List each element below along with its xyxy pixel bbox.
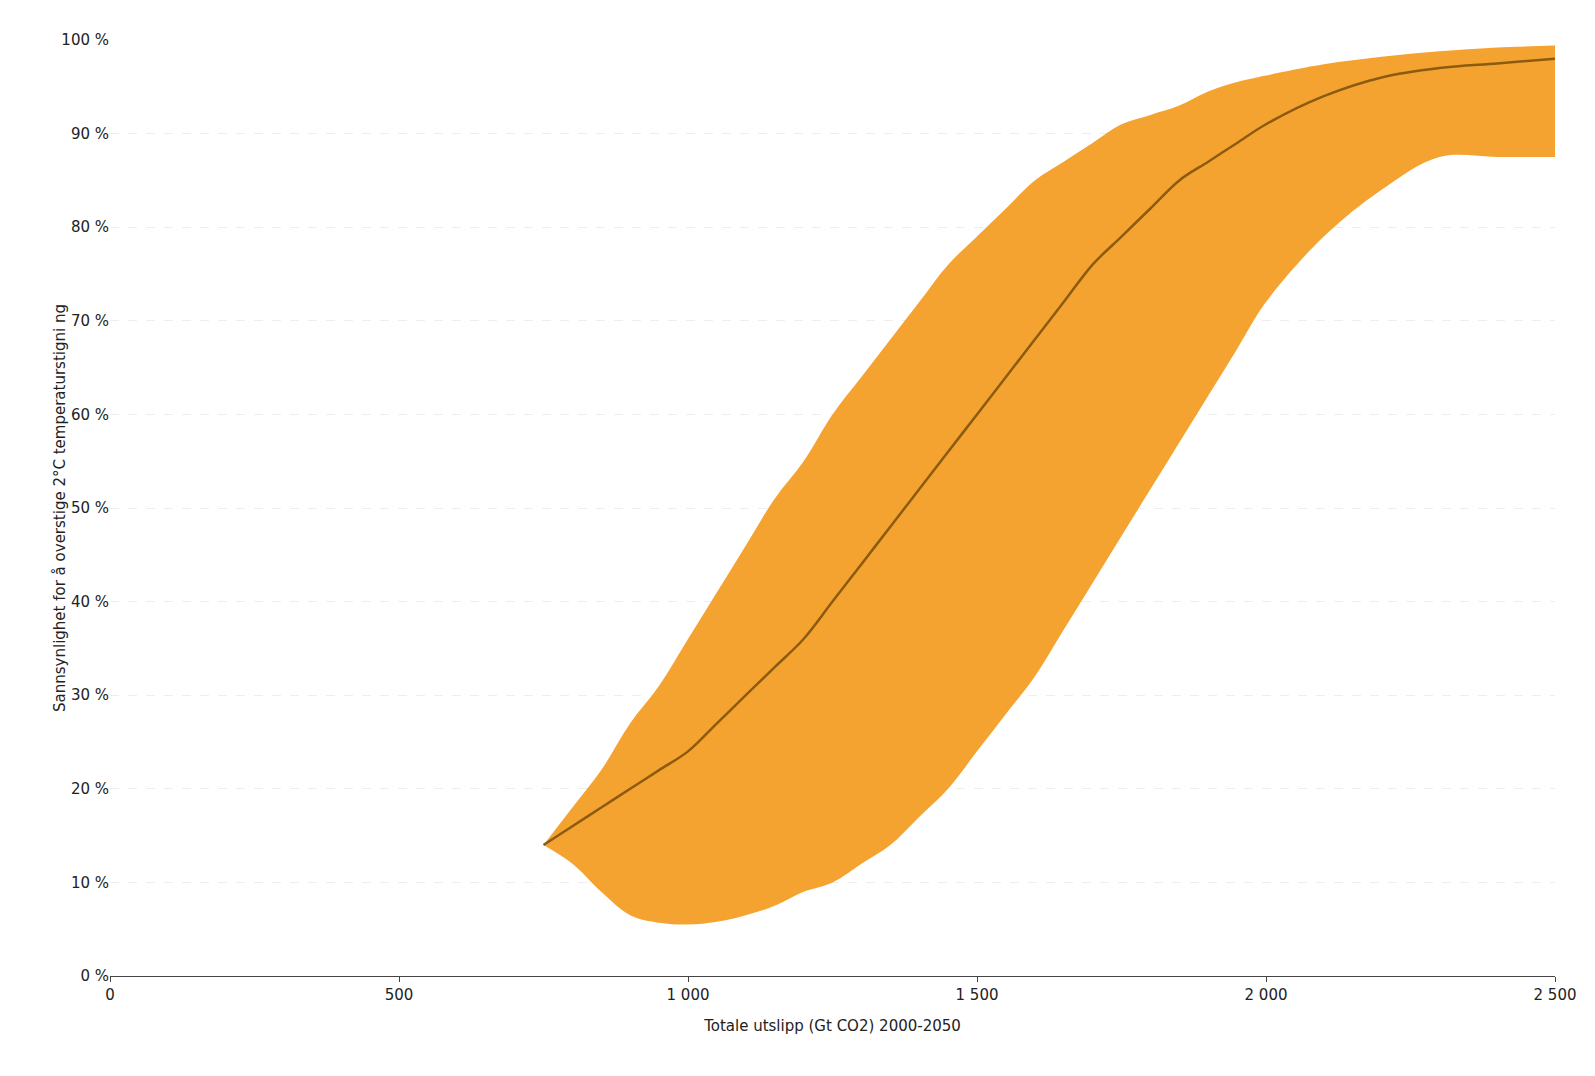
svg-text:10 %: 10 % — [71, 874, 109, 892]
svg-text:500: 500 — [385, 986, 414, 1004]
svg-text:0: 0 — [105, 986, 115, 1004]
svg-text:100 %: 100 % — [61, 31, 109, 49]
svg-text:70 %: 70 % — [71, 312, 109, 330]
svg-text:60 %: 60 % — [71, 406, 109, 424]
svg-text:2 000: 2 000 — [1245, 986, 1288, 1004]
svg-text:90 %: 90 % — [71, 125, 109, 143]
svg-text:40 %: 40 % — [71, 593, 109, 611]
svg-text:80 %: 80 % — [71, 218, 109, 236]
svg-text:Sannsynlighet for å overstige: Sannsynlighet for å overstige 2°C temper… — [51, 304, 69, 712]
svg-text:1 500: 1 500 — [956, 986, 999, 1004]
svg-text:0 %: 0 % — [80, 967, 109, 985]
svg-text:30 %: 30 % — [71, 686, 109, 704]
svg-text:Totale utslipp (Gt CO2) 2000-2: Totale utslipp (Gt CO2) 2000-2050 — [703, 1017, 961, 1035]
svg-text:2 500: 2 500 — [1534, 986, 1577, 1004]
svg-text:20 %: 20 % — [71, 780, 109, 798]
svg-text:1 000: 1 000 — [667, 986, 710, 1004]
svg-text:50 %: 50 % — [71, 499, 109, 517]
